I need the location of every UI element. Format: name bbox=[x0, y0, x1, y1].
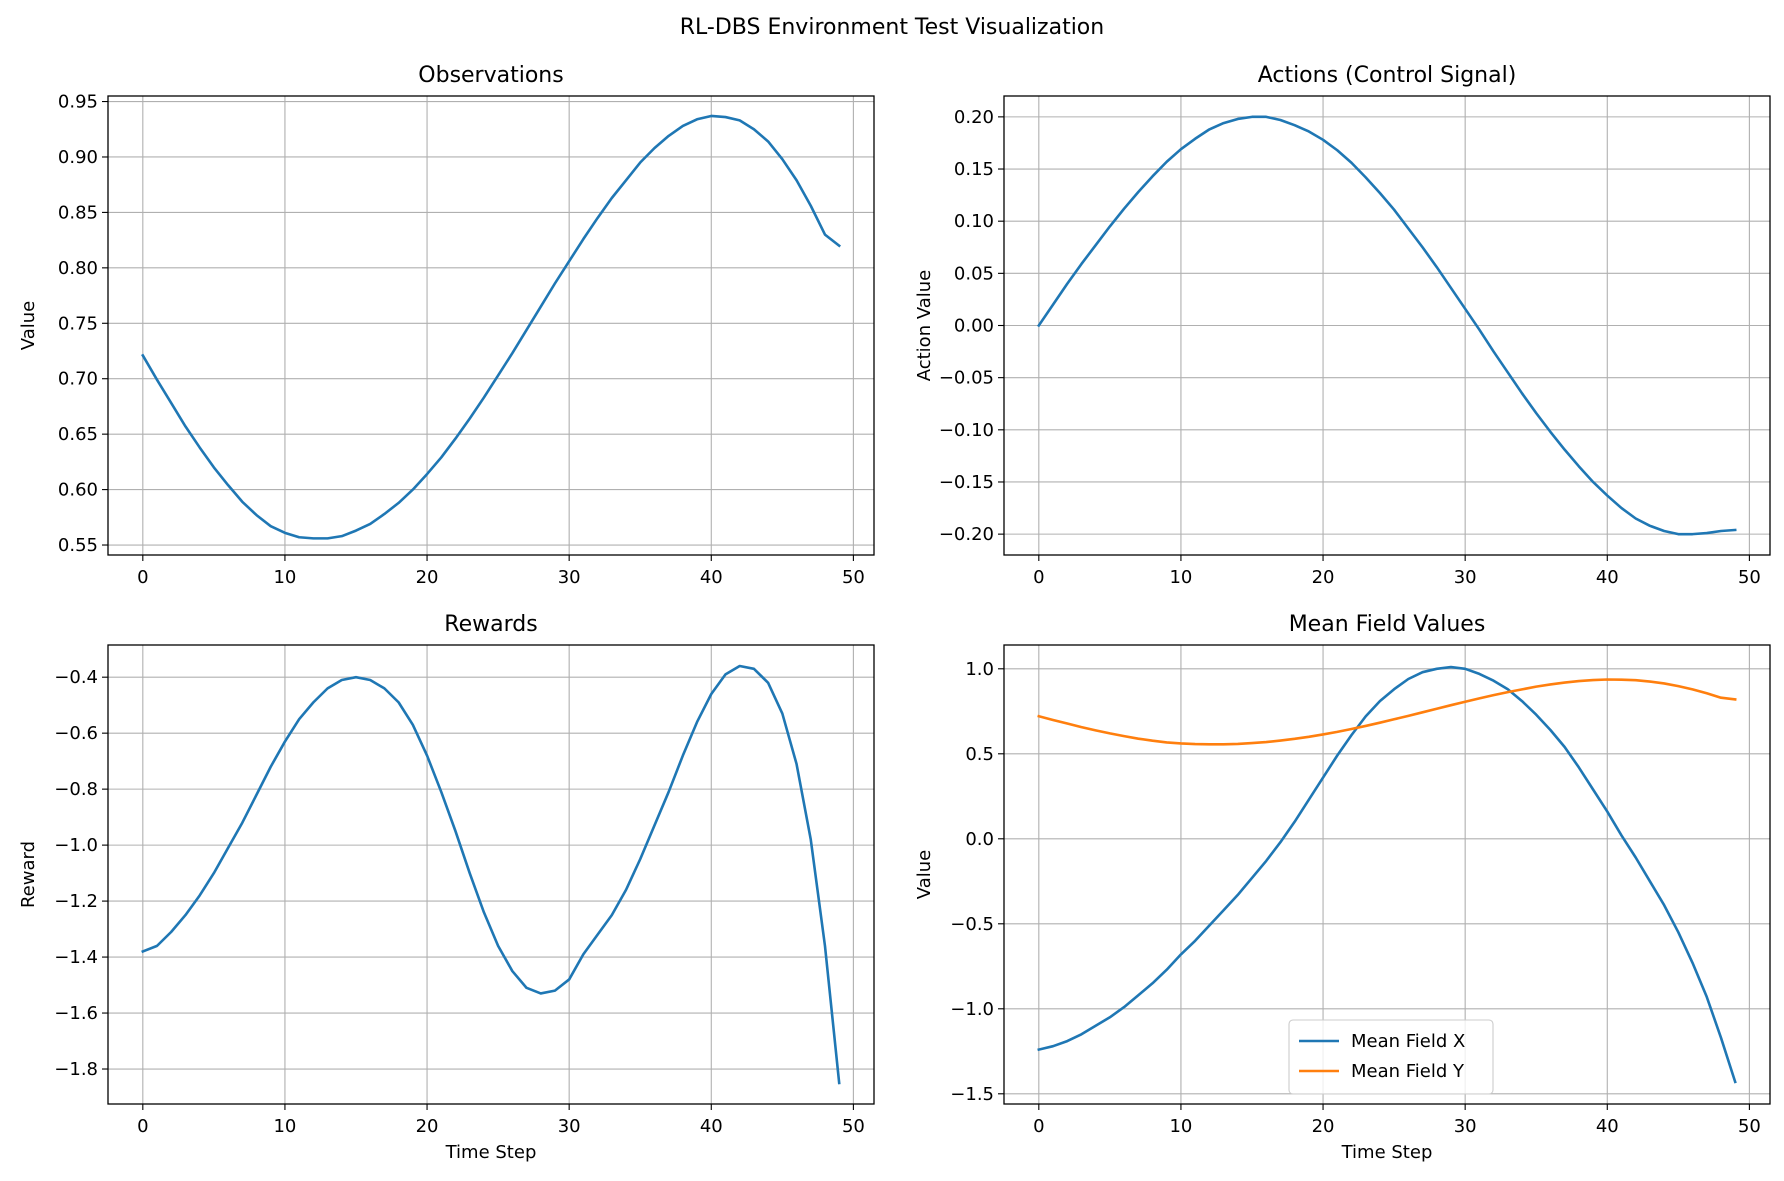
rewards-x-tick-label: 40 bbox=[700, 1116, 723, 1137]
actions-subplot: 0 10 20 30 40 50 −0.20 −0.15 −0.10 −0.05 0.00 0.05 0… bbox=[914, 63, 1771, 588]
observations-y-tick-label: 0.65 bbox=[58, 424, 98, 445]
rewards-y-tick-label: −0.4 bbox=[54, 667, 98, 688]
mean-field-subplot-title: Mean Field Values bbox=[1289, 612, 1486, 637]
mean-field-y-tick-label: 1.0 bbox=[965, 659, 994, 680]
actions-y-tick-label: 0.05 bbox=[954, 263, 994, 284]
observations-y-tick-label: 0.80 bbox=[58, 258, 98, 279]
mean-field-legend-box bbox=[1288, 1019, 1494, 1095]
mean-field-x-tick-label: 40 bbox=[1596, 1116, 1619, 1137]
rewards-subplot-title: Rewards bbox=[444, 612, 537, 637]
mean-field-x-tick-label: 30 bbox=[1454, 1116, 1477, 1137]
observations-x-tick-label: 0 bbox=[137, 567, 148, 588]
rewards-x-tick-label: 50 bbox=[842, 1116, 865, 1137]
rewards-y-axis-label: Reward bbox=[18, 841, 39, 908]
observations-y-tick-label: 0.70 bbox=[58, 369, 98, 390]
observations-series-line bbox=[141, 114, 842, 540]
actions-x-tick-label: 50 bbox=[1738, 567, 1761, 588]
mean-field-mean-field-x-line bbox=[1037, 665, 1737, 1084]
observations-x-tick-label: 40 bbox=[700, 567, 723, 588]
mean-field-x-tick-label: 20 bbox=[1312, 1116, 1335, 1137]
mean-field-x-tick-label: 50 bbox=[1738, 1116, 1761, 1137]
figure-title: RL-DBS Environment Test Visualization bbox=[680, 15, 1104, 40]
mean-field-y-axis-label: Value bbox=[914, 850, 935, 899]
rewards-axes-frame bbox=[107, 644, 875, 1105]
mean-field-y-tick-label: 0.0 bbox=[965, 829, 994, 850]
actions-y-tick-label: −0.05 bbox=[939, 368, 994, 389]
mean-field-y-tick-label: −1.5 bbox=[950, 1084, 994, 1105]
rewards-y-tick-label: −1.2 bbox=[54, 891, 98, 912]
mean-field-subplot: 0 10 20 30 40 50 −1.5 −1.0 −0.5 0.0 0.5 1.0 Mean Fie… bbox=[914, 612, 1771, 1163]
mean-field-y-tick-label: −1.0 bbox=[950, 999, 994, 1020]
subplots: 0 10 20 30 40 50 0.55 0.60 0.65 0.70 0.75 0.80 0.85 0… bbox=[18, 63, 1771, 1163]
rewards-x-axis-label: Time Step bbox=[445, 1142, 537, 1163]
mean-field-legend-label-mean-field-x: Mean Field X bbox=[1351, 1031, 1465, 1052]
observations-x-tick-label: 10 bbox=[273, 567, 296, 588]
mean-field-axes-frame bbox=[1003, 644, 1771, 1105]
observations-y-tick-label: 0.55 bbox=[58, 535, 98, 556]
mean-field-mean-field-y-line bbox=[1037, 678, 1737, 746]
mean-field-x-axis-label: Time Step bbox=[1341, 1142, 1433, 1163]
mean-field-x-tick-label: 10 bbox=[1169, 1116, 1192, 1137]
actions-x-tick-label: 0 bbox=[1033, 567, 1044, 588]
mean-field-x-tick-label: 0 bbox=[1033, 1116, 1044, 1137]
rewards-x-tick-label: 0 bbox=[137, 1116, 148, 1137]
actions-y-tick-label: 0.20 bbox=[954, 107, 994, 128]
observations-y-tick-label: 0.95 bbox=[58, 92, 98, 113]
actions-y-tick-label: −0.15 bbox=[939, 472, 994, 493]
observations-x-tick-label: 50 bbox=[842, 567, 865, 588]
actions-y-tick-label: 0.00 bbox=[954, 316, 994, 337]
observations-y-tick-label: 0.60 bbox=[58, 480, 98, 501]
observations-y-tick-label: 0.90 bbox=[58, 147, 98, 168]
actions-x-tick-label: 20 bbox=[1312, 567, 1335, 588]
mean-field-legend-label-mean-field-y: Mean Field Y bbox=[1351, 1061, 1465, 1082]
rewards-y-tick-label: −1.4 bbox=[54, 947, 98, 968]
actions-y-tick-label: 0.10 bbox=[954, 211, 994, 232]
mean-field-legend: Mean Field X Mean Field Y bbox=[1288, 1019, 1494, 1095]
observations-x-tick-label: 30 bbox=[558, 567, 581, 588]
actions-x-tick-label: 30 bbox=[1454, 567, 1477, 588]
actions-y-axis-label: Action Value bbox=[914, 270, 935, 382]
rewards-x-tick-label: 30 bbox=[558, 1116, 581, 1137]
observations-y-tick-label: 0.75 bbox=[58, 313, 98, 334]
observations-x-tick-label: 20 bbox=[416, 567, 439, 588]
rewards-y-tick-label: −1.6 bbox=[54, 1003, 98, 1024]
rewards-x-tick-label: 10 bbox=[273, 1116, 296, 1137]
actions-subplot-title: Actions (Control Signal) bbox=[1258, 63, 1517, 88]
mean-field-y-tick-label: −0.5 bbox=[950, 914, 994, 935]
rewards-y-tick-label: −1.8 bbox=[54, 1059, 98, 1080]
rewards-y-tick-label: −0.8 bbox=[54, 779, 98, 800]
rewards-series-line bbox=[141, 664, 841, 1085]
mean-field-y-tick-label: 0.5 bbox=[965, 744, 994, 765]
actions-y-tick-label: 0.15 bbox=[954, 159, 994, 180]
actions-series-line bbox=[1037, 115, 1737, 536]
rewards-subplot: 0 10 20 30 40 50 −1.8 −1.6 −1.4 −1.2 −1.0 −0.8 −0.6 −… bbox=[18, 612, 875, 1163]
actions-y-tick-label: −0.20 bbox=[939, 524, 994, 545]
rewards-x-tick-label: 20 bbox=[416, 1116, 439, 1137]
observations-subplot: 0 10 20 30 40 50 0.55 0.60 0.65 0.70 0.75 0.80 0.85 0… bbox=[18, 63, 875, 588]
observations-axes-frame bbox=[107, 95, 875, 556]
rewards-y-tick-label: −1.0 bbox=[54, 835, 98, 856]
observations-y-axis-label: Value bbox=[18, 301, 39, 350]
actions-x-tick-label: 10 bbox=[1169, 567, 1192, 588]
actions-y-tick-label: −0.10 bbox=[939, 420, 994, 441]
observations-y-tick-label: 0.85 bbox=[58, 202, 98, 223]
rewards-y-tick-label: −0.6 bbox=[54, 723, 98, 744]
observations-subplot-title: Observations bbox=[418, 63, 563, 88]
actions-x-tick-label: 40 bbox=[1596, 567, 1619, 588]
